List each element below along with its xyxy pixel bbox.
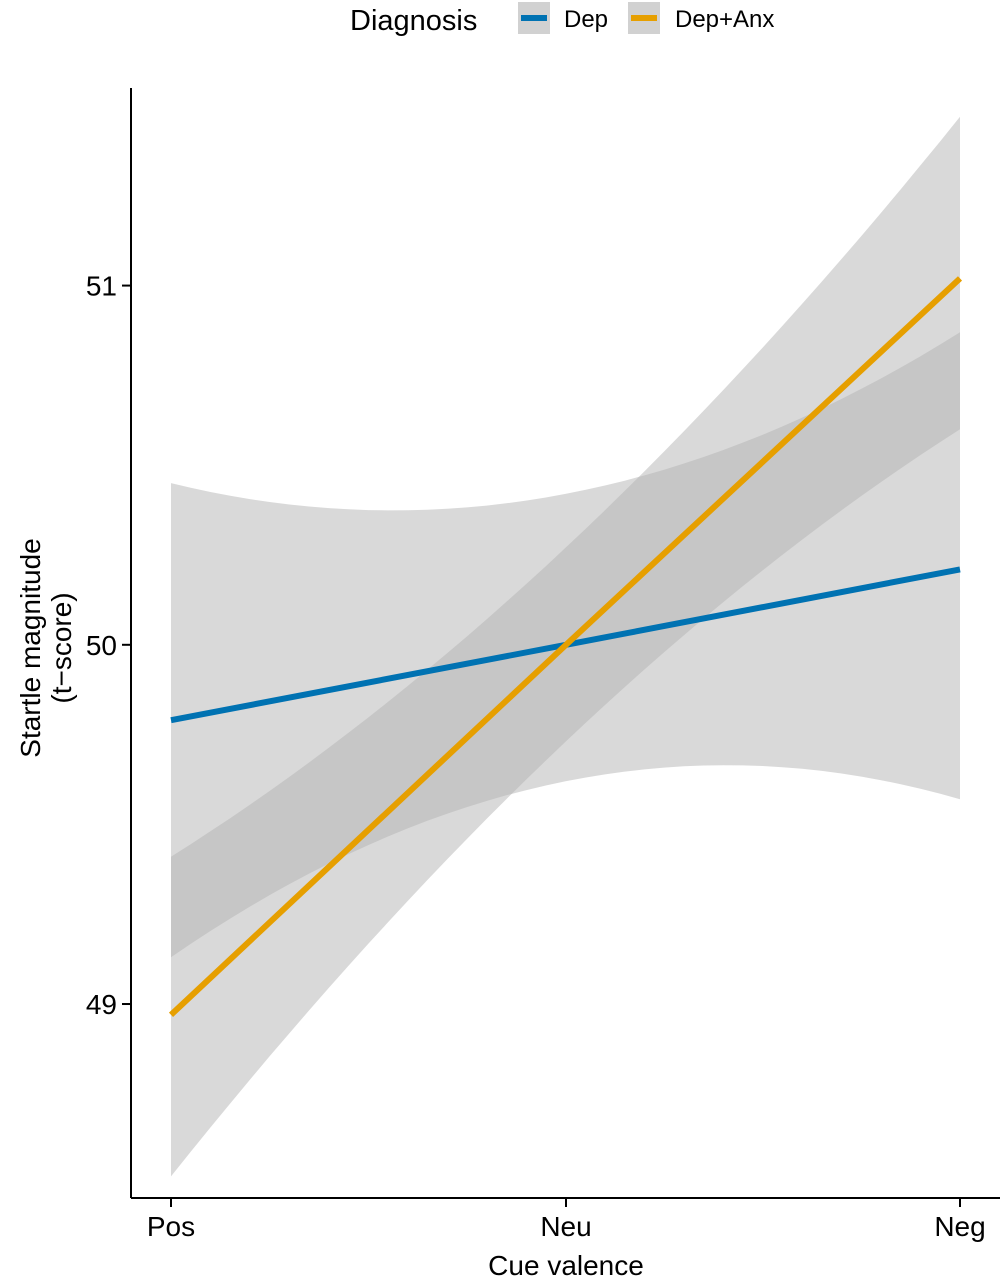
- legend-item-dep: Dep: [518, 2, 608, 34]
- y-axis-title: Startle magnitude (t−score): [15, 538, 77, 757]
- y-tick-label: 49: [86, 989, 117, 1020]
- legend: Diagnosis Dep Dep+Anx: [350, 2, 774, 37]
- legend-label-dep: Dep: [564, 6, 608, 33]
- series-line-dep-anx: [168, 276, 963, 1017]
- y-axis-title-line2: (t−score): [46, 592, 77, 703]
- legend-title: Diagnosis: [350, 5, 477, 37]
- x-axis-title: Cue valence: [488, 1250, 644, 1280]
- x-tick-label: Neg: [934, 1211, 985, 1242]
- legend-item-dep-anx: Dep+Anx: [628, 2, 774, 34]
- axes: 49 50 51 Pos Neu Neg: [86, 88, 1000, 1242]
- x-tick-label: Neu: [540, 1211, 591, 1242]
- series-lines: [168, 276, 963, 1017]
- y-axis-title-line1: Startle magnitude: [15, 538, 46, 757]
- y-tick-label: 51: [86, 271, 117, 302]
- y-tick-label: 50: [86, 630, 117, 661]
- x-tick-label: Pos: [147, 1211, 195, 1242]
- legend-label-dep-anx: Dep+Anx: [675, 6, 774, 33]
